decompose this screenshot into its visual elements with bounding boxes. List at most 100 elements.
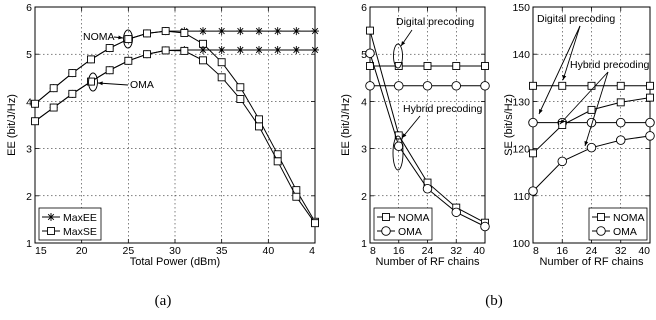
data-point xyxy=(645,117,655,128)
data-point xyxy=(236,27,245,36)
y-axis-label: EE (bit/J/Hz) xyxy=(6,94,18,156)
annotation-arrow-head xyxy=(539,109,543,114)
data-point xyxy=(255,27,263,36)
x-tick-label: 32 xyxy=(615,245,627,257)
annotations-a: NOMA OMA xyxy=(83,29,154,92)
highlight-ellipse xyxy=(392,135,404,171)
series-digital-precoding-oma xyxy=(365,81,490,91)
chart-panel-b-left: 8 16 24 32 40 1 2 3 4 5 6 Number of RF chains EE (bi… xyxy=(340,2,490,268)
data-point xyxy=(31,117,39,126)
x-tick-label: 4 xyxy=(309,245,315,257)
x-tick-label: 30 xyxy=(169,245,181,257)
data-point xyxy=(105,44,114,53)
legend-label: MaxEE xyxy=(63,212,97,224)
legend-marker xyxy=(597,213,605,221)
data-point xyxy=(311,219,319,228)
data-point xyxy=(645,131,655,141)
data-point xyxy=(255,122,263,131)
annotation-arrow-head xyxy=(402,133,407,138)
data-point xyxy=(311,45,319,54)
data-point xyxy=(292,45,301,54)
y-tick-label: 1 xyxy=(26,238,32,250)
x-tick-label: 24 xyxy=(586,245,598,257)
series-digital-precoding-noma xyxy=(529,81,654,90)
series-line xyxy=(34,49,315,122)
data-point xyxy=(587,105,596,114)
data-point xyxy=(292,192,301,201)
y-tick-label: 5 xyxy=(26,49,32,61)
legend-marker xyxy=(596,226,606,236)
y-tick-label: 120 xyxy=(512,144,530,156)
y-tick-label: 5 xyxy=(361,49,367,61)
data-point xyxy=(161,46,170,55)
highlight-ellipse xyxy=(123,29,133,49)
data-point xyxy=(105,66,114,75)
y-tick-label: 110 xyxy=(513,191,530,203)
x-tick-label: 20 xyxy=(76,245,88,257)
annotation-hybrid-precoding: Hybrid precoding xyxy=(570,59,650,71)
x-tick-label: 32 xyxy=(450,245,462,257)
y-tick-label: 6 xyxy=(361,2,367,14)
data-point xyxy=(451,207,462,218)
data-point xyxy=(31,99,39,108)
annotation-arrow xyxy=(562,25,581,81)
highlight-ellipse xyxy=(88,72,98,92)
data-point xyxy=(616,98,625,107)
data-point xyxy=(217,45,226,54)
data-point xyxy=(87,55,95,64)
data-point xyxy=(451,81,462,91)
x-axis-label: Total Power (dBm) xyxy=(130,256,220,268)
data-point xyxy=(365,48,375,59)
y-tick-label: 2 xyxy=(361,191,367,203)
x-tick-label: 16 xyxy=(556,245,568,257)
data-point xyxy=(124,35,133,44)
series-hybrid-precoding-oma xyxy=(365,48,490,232)
data-point xyxy=(616,135,626,145)
annotation-arrow xyxy=(97,82,129,86)
x-tick-label: 35 xyxy=(216,245,228,257)
data-point xyxy=(68,69,77,78)
data-point xyxy=(255,45,263,54)
legend: MaxEE MaxSE xyxy=(38,207,102,241)
data-point xyxy=(49,84,58,93)
annotation-arrow-head xyxy=(118,35,123,40)
legend-marker xyxy=(47,227,55,235)
data-point xyxy=(124,56,133,65)
annotation-arrow-head xyxy=(584,141,589,146)
annotation-arrow-head xyxy=(401,41,406,46)
y-tick-label: 2 xyxy=(26,191,32,203)
x-tick-label: 8 xyxy=(533,245,539,257)
highlight-ellipse xyxy=(393,43,403,69)
data-point xyxy=(366,26,374,35)
x-tick-label: 16 xyxy=(393,245,405,257)
y-tick-label: 3 xyxy=(361,144,367,156)
y-tick-label: 130 xyxy=(512,96,530,108)
data-point xyxy=(646,93,654,102)
data-point xyxy=(422,81,433,91)
series-oma-maxse xyxy=(31,46,319,228)
data-point xyxy=(616,117,626,128)
legend-marker xyxy=(381,226,391,236)
legend-marker xyxy=(47,213,55,221)
data-point xyxy=(586,142,597,153)
data-point xyxy=(557,156,568,167)
data-point xyxy=(273,27,282,36)
data-point xyxy=(587,81,596,90)
data-point xyxy=(394,81,404,91)
data-point xyxy=(143,29,151,38)
caption-a: (a) xyxy=(155,293,172,309)
annotation-arrow-head xyxy=(560,119,565,124)
data-point xyxy=(586,117,597,128)
series-hybrid-precoding-oma xyxy=(528,131,655,196)
data-point xyxy=(49,103,58,112)
data-point xyxy=(180,46,189,55)
data-point xyxy=(365,81,375,91)
series-line xyxy=(34,49,316,224)
series-line xyxy=(34,30,316,223)
series-noma-maxse xyxy=(31,27,319,226)
x-axis-label: Number of RF chains xyxy=(376,256,480,268)
data-point xyxy=(422,183,433,194)
data-point xyxy=(199,45,207,54)
x-tick-label: 40 xyxy=(473,245,485,257)
y-axis-label: EE (bit/J/Hz) xyxy=(340,94,352,156)
